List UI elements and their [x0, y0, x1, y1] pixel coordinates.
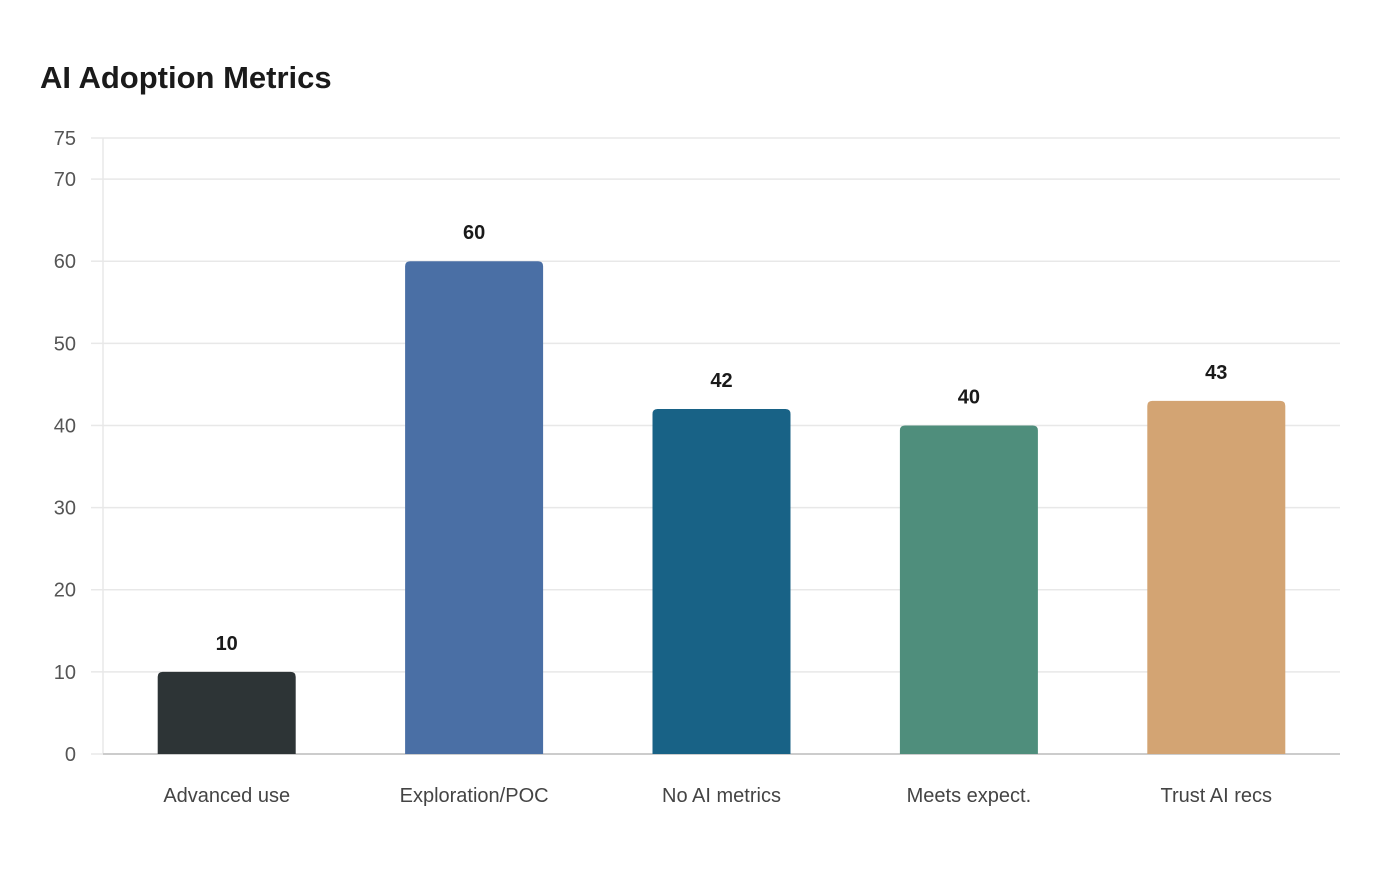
- x-tick-label-0: Advanced use: [163, 785, 290, 807]
- bar-2: [652, 409, 791, 754]
- y-tick-label-70: 70: [54, 169, 76, 191]
- chart-title: AI Adoption Metrics: [40, 60, 332, 95]
- labels: 0 10 20 30 40 50 60 70 75 10 Advanced use 60 Explora…: [54, 128, 1272, 807]
- y-tick-label-30: 30: [54, 498, 76, 520]
- y-tick-label-40: 40: [54, 415, 76, 437]
- data-label-4: 43: [1205, 362, 1227, 384]
- data-label-1: 60: [463, 222, 485, 244]
- x-tick-label-3: Meets expect.: [907, 785, 1032, 807]
- x-tick-label-2: No AI metrics: [662, 785, 781, 807]
- bar-3: [899, 425, 1038, 754]
- y-tick-label-75: 75: [54, 128, 76, 150]
- x-tick-label-1: Exploration/POC: [400, 785, 549, 807]
- bar-4: [1147, 400, 1286, 754]
- bars: [157, 261, 1286, 754]
- y-tick-label-60: 60: [54, 251, 76, 273]
- bar-0: [157, 671, 296, 754]
- y-tick-label-20: 20: [54, 580, 76, 602]
- y-tick-label-0: 0: [65, 744, 76, 766]
- bar-1: [405, 261, 544, 754]
- y-tick-label-50: 50: [54, 333, 76, 355]
- x-tick-label-4: Trust AI recs: [1161, 785, 1273, 807]
- data-label-2: 42: [710, 370, 732, 392]
- data-label-0: 10: [216, 633, 238, 655]
- y-tick-label-10: 10: [54, 662, 76, 684]
- data-label-3: 40: [958, 386, 980, 408]
